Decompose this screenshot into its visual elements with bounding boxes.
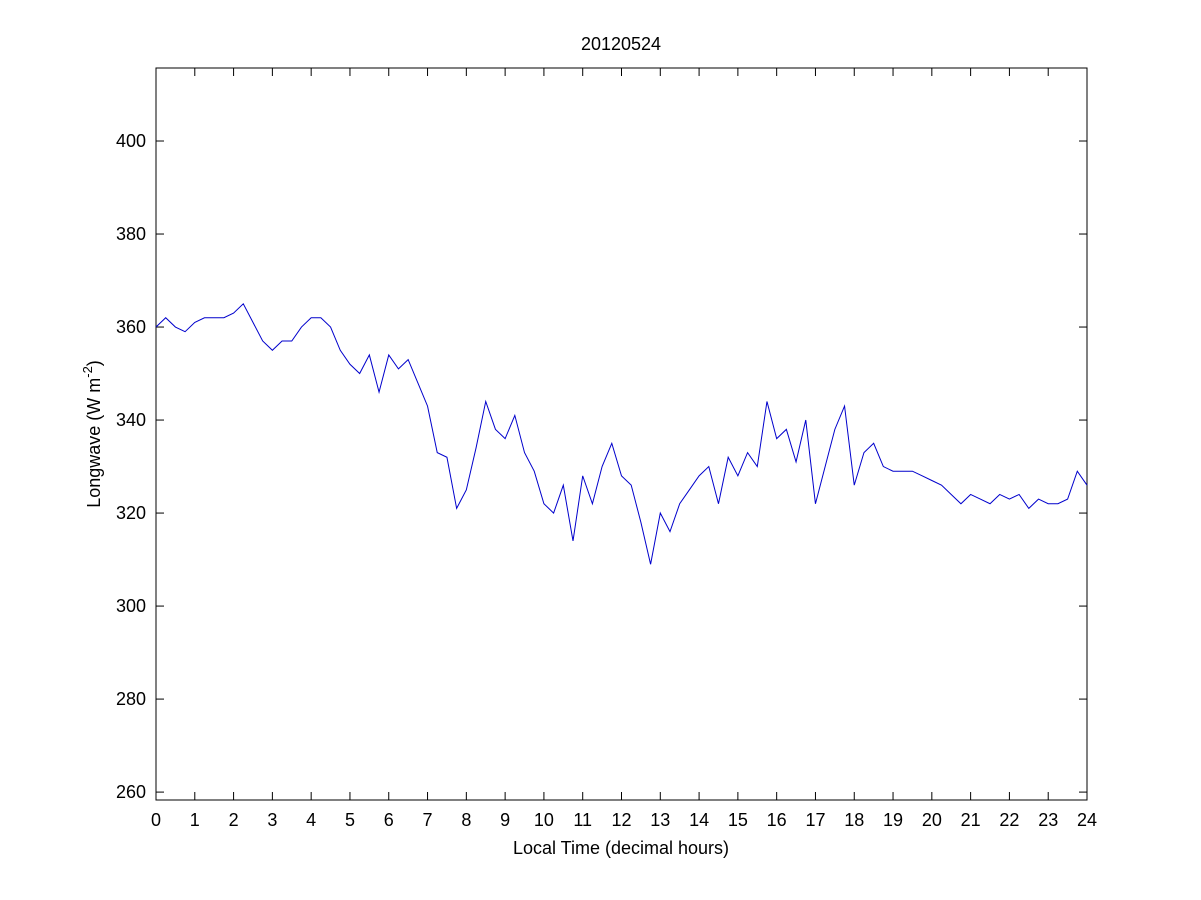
x-tick-label: 8	[461, 810, 471, 830]
x-tick-label: 3	[267, 810, 277, 830]
x-tick-label: 2	[229, 810, 239, 830]
y-tick-label: 300	[116, 596, 146, 616]
x-tick-label: 23	[1038, 810, 1058, 830]
y-axis-label-text: Longwave (W m	[84, 378, 104, 508]
x-tick-label: 1	[190, 810, 200, 830]
x-tick-label: 18	[844, 810, 864, 830]
x-tick-label: 21	[961, 810, 981, 830]
y-tick-label: 360	[116, 317, 146, 337]
x-tick-label: 12	[611, 810, 631, 830]
y-axis-label-sup: -2	[80, 366, 95, 378]
y-tick-label: 260	[116, 782, 146, 802]
x-tick-label: 11	[573, 810, 592, 830]
y-tick-label: 340	[116, 410, 146, 430]
data-line	[155, 302, 1088, 565]
x-tick-label: 14	[689, 810, 709, 830]
chart-title: 20120524	[581, 34, 661, 54]
x-tick-label: 19	[883, 810, 903, 830]
x-tick-label: 7	[423, 810, 433, 830]
x-tick-label: 5	[345, 810, 355, 830]
x-tick-label: 22	[999, 810, 1019, 830]
y-tick-label: 320	[116, 503, 146, 523]
x-tick-label: 9	[500, 810, 510, 830]
y-tick-label: 400	[116, 131, 146, 151]
x-tick-label: 6	[384, 810, 394, 830]
y-axis-label: Longwave (W m-2)	[80, 360, 104, 508]
x-tick-label: 20	[922, 810, 942, 830]
y-axis-label-end: )	[84, 360, 104, 366]
x-tick-label: 16	[767, 810, 787, 830]
x-axis-label: Local Time (decimal hours)	[513, 838, 729, 858]
x-tick-label: 4	[306, 810, 316, 830]
y-tick-label: 280	[116, 689, 146, 709]
y-tick-label: 380	[116, 224, 146, 244]
plot-frame	[155, 67, 1088, 801]
x-tick-label: 17	[805, 810, 825, 830]
x-tick-label: 15	[728, 810, 748, 830]
x-tick-label: 10	[534, 810, 554, 830]
x-tick-label: 24	[1077, 810, 1097, 830]
x-tick-label: 13	[650, 810, 670, 830]
x-tick-label: 0	[151, 810, 161, 830]
